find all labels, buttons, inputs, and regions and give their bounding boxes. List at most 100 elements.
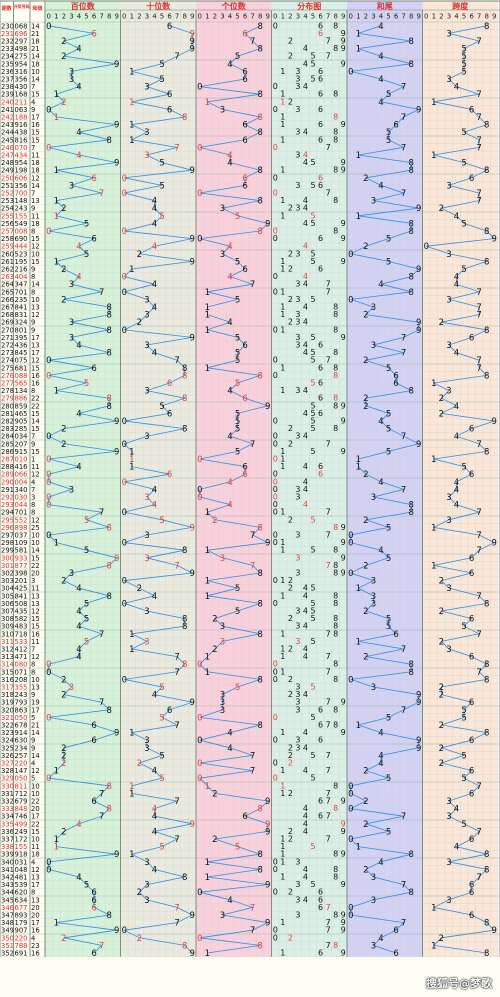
open-number-cell: 080: [15, 661, 28, 669]
trend-point-span: 7: [476, 303, 481, 313]
sum-cell: 9: [31, 737, 35, 745]
trend-point-sum_tail: 8: [408, 501, 413, 511]
trend-point-units: 5: [235, 257, 240, 267]
open-number-cell: 155: [15, 212, 28, 220]
open-number-cell: 147: [15, 767, 28, 775]
trend-point-span: 3: [446, 181, 451, 191]
distribution-digit: 7: [326, 531, 331, 540]
sum-cell: 22: [31, 798, 40, 806]
trend-point-sum_tail: 5: [386, 136, 391, 146]
distribution-digit: 8: [333, 660, 338, 669]
trend-point-span: 5: [461, 265, 466, 275]
trend-point-units: 3: [220, 637, 225, 647]
trend-point-tens: 0: [122, 577, 127, 587]
distribution-digit: 8: [333, 424, 338, 433]
trend-point-units: 9: [265, 219, 270, 229]
trend-point-span: 2: [439, 409, 444, 419]
digit-header-units: 7: [250, 13, 254, 21]
trend-point-span: 7: [476, 197, 481, 207]
distribution-digit: 2: [288, 835, 293, 844]
trend-point-units: 7: [250, 767, 255, 777]
distribution-digit: 0: [273, 432, 278, 441]
trend-point-hundreds: 9: [114, 729, 119, 739]
trend-point-hundreds: 5: [84, 379, 89, 389]
trend-point-sum_tail: 8: [408, 273, 413, 283]
open-number-cell: 010: [15, 456, 28, 464]
trend-point-tens: 8: [182, 546, 187, 556]
period-cell: 235: [1, 60, 14, 68]
distribution-digit: 3: [295, 553, 300, 562]
period-cell: 258: [1, 235, 14, 243]
trend-point-sum_tail: 8: [408, 288, 413, 298]
distribution-digit: 0: [273, 173, 278, 182]
distribution-digit: 9: [341, 257, 346, 266]
period-cell: 244: [1, 129, 14, 137]
trend-point-units: 5: [235, 379, 240, 389]
distribution-digit: 0: [273, 21, 278, 30]
period-cell: 341: [1, 866, 14, 874]
distribution-digit: 8: [333, 561, 338, 570]
trend-point-units: 4: [227, 60, 232, 70]
period-cell: 249: [1, 167, 14, 175]
open-number-cell: 552: [15, 516, 28, 524]
distribution-digit: 0: [273, 356, 278, 365]
trend-line-hundreds: [47, 25, 118, 954]
distribution-digit: 5: [310, 713, 315, 722]
open-number-cell: 404: [15, 273, 28, 281]
distribution-digit: 7: [326, 797, 331, 806]
open-number-cell: 179: [15, 919, 28, 927]
trend-point-tens: 3: [144, 295, 149, 305]
trend-point-tens: 9: [190, 45, 195, 55]
trend-point-hundreds: 0: [46, 371, 51, 381]
trend-point-hundreds: 9: [114, 447, 119, 457]
distribution-digit: 3: [295, 318, 300, 327]
distribution-digit: 3: [295, 531, 300, 540]
distribution-digit: 8: [333, 90, 338, 99]
distribution-digit: 1: [280, 591, 285, 600]
open-number-cell: 845: [15, 349, 28, 357]
trend-point-tens: 4: [152, 805, 157, 815]
trend-point-units: 8: [257, 371, 262, 381]
trend-point-units: 4: [227, 242, 232, 252]
digit-header-units: 0: [198, 13, 202, 21]
trend-point-hundreds: 3: [69, 181, 74, 191]
trend-point-span: 9: [492, 235, 497, 245]
trend-point-units: 6: [242, 174, 247, 184]
distribution-digit: 1: [280, 873, 285, 882]
distribution-digit: 1: [280, 781, 285, 790]
distribution-digit: 3: [295, 622, 300, 631]
distribution-digit: 1: [280, 576, 285, 585]
open-number-cell: 050: [15, 714, 28, 722]
open-number-cell: 630: [15, 737, 28, 745]
trend-point-tens: 1: [129, 850, 134, 860]
distribution-digit: 1: [280, 766, 285, 775]
distribution-digit: 8: [333, 721, 338, 730]
trend-point-units: 1: [205, 303, 210, 313]
distribution-digit: 6: [318, 29, 323, 38]
period-cell: 306: [1, 600, 14, 608]
period-cell: 352: [1, 950, 14, 958]
period-cell: 282: [1, 418, 14, 426]
distribution-digit: 7: [326, 37, 331, 46]
trend-point-span: 6: [469, 554, 474, 564]
distribution-digit: 7: [326, 629, 331, 638]
distribution-digit: 1: [280, 850, 285, 859]
period-cell: 304: [1, 585, 14, 593]
open-number-cell: 831: [15, 311, 28, 319]
distribution-digit: 1: [280, 257, 285, 266]
trend-point-hundreds: 8: [106, 911, 111, 921]
period-cell: 247: [1, 152, 14, 160]
trend-point-units: 9: [265, 539, 270, 549]
sum-cell: 14: [31, 418, 40, 426]
trend-point-sum_tail: 8: [408, 60, 413, 70]
sum-cell: 13: [31, 600, 40, 608]
trend-point-hundreds: 8: [106, 311, 111, 321]
open-number-cell: 257: [15, 752, 28, 760]
sum-cell: 8: [31, 501, 35, 509]
trend-point-sum_tail: 1: [356, 212, 361, 222]
trend-point-hundreds: 7: [99, 812, 104, 822]
trend-point-tens: 5: [159, 516, 164, 526]
distribution-digit: 6: [318, 462, 323, 471]
trend-point-span: 8: [484, 447, 489, 457]
digit-header-sum_tail: 0: [349, 13, 353, 21]
